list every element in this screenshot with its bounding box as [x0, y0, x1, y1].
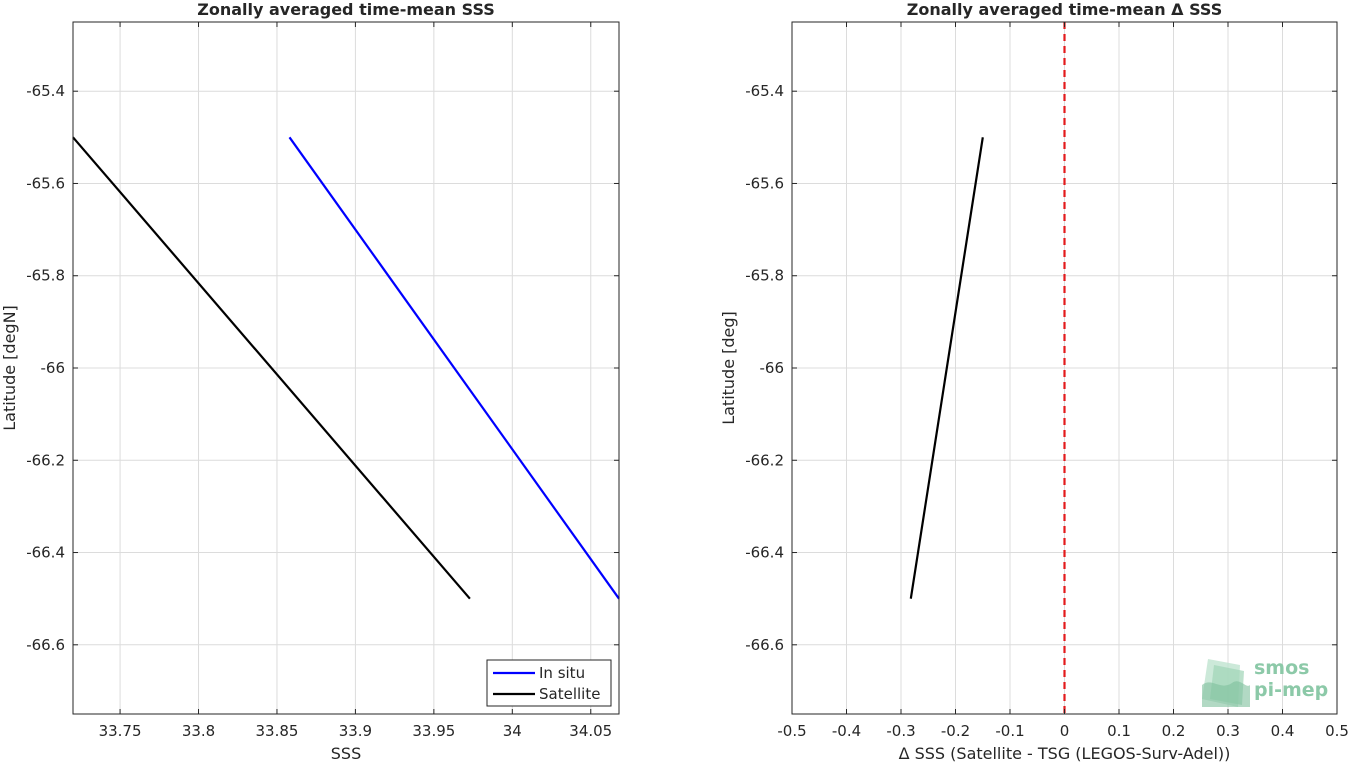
y-tick-label: -66.6	[26, 636, 65, 654]
y-tick-label: -65.6	[26, 174, 65, 192]
series-line-in-situ	[288, 136, 620, 600]
chart-title: Zonally averaged time-mean SSS	[197, 0, 495, 19]
y-tick-label: -65.8	[745, 267, 784, 285]
y-tick-label: -66	[760, 359, 785, 377]
y-tick-label: -65.8	[26, 267, 65, 285]
y-tick-label: -66.4	[26, 544, 65, 562]
series-line-delta-sss	[909, 137, 984, 599]
x-tick-label: -0.4	[832, 722, 861, 740]
logo-mark-icon	[1202, 659, 1250, 707]
x-tick-label: 0.1	[1107, 722, 1131, 740]
x-tick-label: -0.1	[995, 722, 1024, 740]
x-tick-label: 0.2	[1162, 722, 1186, 740]
x-tick-label: 33.85	[255, 722, 298, 740]
legend-box	[486, 659, 612, 707]
legend-label: Satellite	[539, 685, 600, 703]
x-tick-label: 0.3	[1216, 722, 1240, 740]
y-tick-label: -65.4	[26, 82, 65, 100]
y-tick-label: -66	[41, 359, 66, 377]
x-tick-label: -0.2	[941, 722, 970, 740]
legend-label: In situ	[539, 664, 585, 682]
x-tick-label: 34	[503, 722, 522, 740]
x-tick-label: 33.8	[182, 722, 215, 740]
chart-title: Zonally averaged time-mean Δ SSS	[907, 0, 1223, 19]
y-tick-label: -66.2	[745, 451, 784, 469]
legend: In situ Satellite	[486, 659, 612, 707]
logo-line2: pi-mep	[1254, 679, 1329, 701]
y-tick-label: -66.2	[26, 451, 65, 469]
x-tick-label: 0	[1060, 722, 1070, 740]
x-tick-label: 0.4	[1271, 722, 1295, 740]
y-tick-label: -65.4	[745, 82, 784, 100]
y-tick-label: -66.4	[745, 544, 784, 562]
chart-panel-delta-sss: -0.5 -0.4 -0.3 -0.2 -0.1 0 0.1 0.2 0.3 0.4 0.5 -65.…	[719, 0, 1349, 763]
x-tick-label: -0.3	[886, 722, 915, 740]
y-axis-label: Latitude [deg]	[719, 311, 738, 425]
y-tick-label: -66.6	[745, 636, 784, 654]
series-line-satellite	[72, 136, 471, 600]
y-tick-label: -65.6	[745, 174, 784, 192]
chart-panel-sss: 33.75 33.8 33.85 33.9 33.95 34 34.05 -65.4 -65.6…	[0, 0, 620, 763]
logo-line1: smos	[1254, 657, 1310, 679]
x-tick-label: 33.95	[412, 722, 455, 740]
x-axis-label: SSS	[331, 744, 361, 763]
x-tick-label: 34.05	[569, 722, 612, 740]
x-tick-label: 33.9	[339, 722, 372, 740]
x-axis-label: Δ SSS (Satellite - TSG (LEGOS-Surv-Adel)…	[899, 744, 1231, 763]
x-tick-label: 33.75	[99, 722, 142, 740]
x-tick-label: -0.5	[777, 722, 806, 740]
x-tick-label: 0.5	[1325, 722, 1349, 740]
y-axis-label: Latitude [degN]	[0, 305, 19, 431]
smos-pi-mep-logo: smos pi-mep	[1198, 655, 1330, 711]
